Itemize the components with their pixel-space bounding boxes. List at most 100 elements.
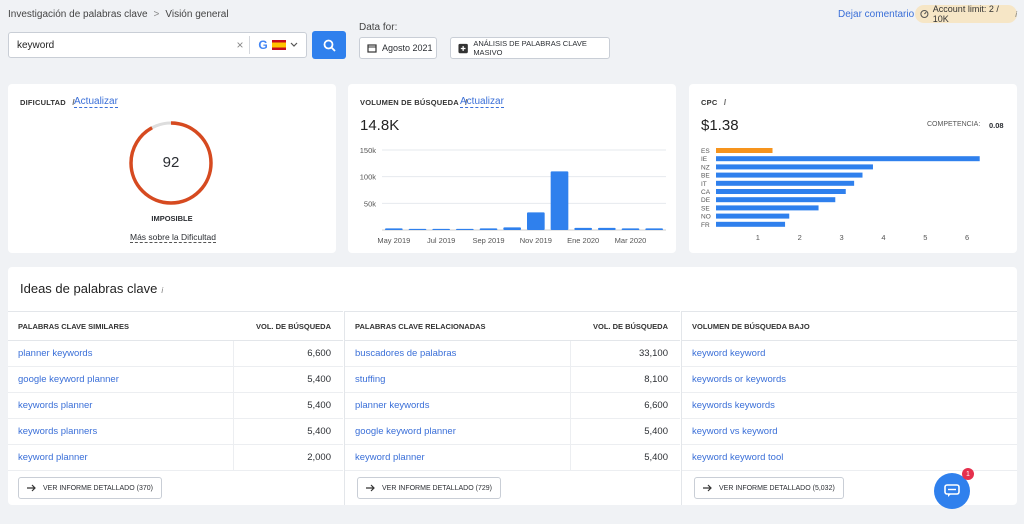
y-tick-label: 50k xyxy=(364,199,376,208)
volume-bar[interactable] xyxy=(550,171,569,230)
cpc-bar[interactable] xyxy=(716,148,773,153)
difficulty-gauge xyxy=(129,121,213,205)
related-keywords-header: PALABRAS CLAVE RELACIONADAS VOL. DE BÚSQ… xyxy=(345,311,680,341)
similar-keywords-list: planner keywords 6,600 google keyword plan… xyxy=(8,341,343,471)
similar-report-button[interactable]: VER INFORME DETALLADO (370) xyxy=(18,477,162,499)
cpc-bar[interactable] xyxy=(716,189,846,194)
search-input[interactable]: keyword xyxy=(17,39,55,51)
cpc-bar[interactable] xyxy=(716,156,980,162)
y-tick-label: 100k xyxy=(360,173,377,182)
volume-bar[interactable] xyxy=(503,227,521,230)
volume-bar[interactable] xyxy=(645,228,663,230)
related-report-label: VER INFORME DETALLADO (729) xyxy=(382,484,492,492)
cpc-bar[interactable] xyxy=(716,164,873,170)
search-volume-value: 8,100 xyxy=(570,367,680,392)
low-volume-report-button[interactable]: VER INFORME DETALLADO (5,032) xyxy=(694,477,844,499)
table-row: keyword keyword tool xyxy=(682,445,1017,471)
related-keywords-heading: PALABRAS CLAVE RELACIONADAS xyxy=(355,321,486,331)
top-bar: Investigación de palabras clave > Visión… xyxy=(0,0,1024,72)
volume-bar[interactable] xyxy=(621,228,640,230)
volume-bar[interactable] xyxy=(456,228,474,230)
difficulty-more-link[interactable]: Más sobre la Dificultad xyxy=(130,232,216,243)
keyword-link[interactable]: google keyword planner xyxy=(355,426,456,437)
table-row: google keyword planner 5,400 xyxy=(345,419,680,445)
search-volume-value: 33,100 xyxy=(570,341,680,366)
low-volume-header: VOLUMEN DE BÚSQUEDA BAJO xyxy=(682,311,1017,341)
volume-heading[interactable]: VOL. DE BÚSQUEDA xyxy=(592,321,668,331)
table-row: keyword planner 2,000 xyxy=(8,445,343,471)
database-select[interactable]: G xyxy=(250,38,306,52)
cpc-bar[interactable] xyxy=(716,213,790,219)
volume-heading[interactable]: VOL. DE BÚSQUEDA xyxy=(255,321,331,331)
volume-update-link[interactable]: Actualizar xyxy=(460,96,504,108)
bulk-analysis-label: ANÁLISIS DE PALABRAS CLAVE MASIVO xyxy=(473,39,587,57)
volume-bar[interactable] xyxy=(479,228,498,230)
volume-title-row: VOLUMEN DE BÚSQUEDA i xyxy=(360,98,467,107)
country-label: SE xyxy=(701,205,710,212)
info-icon[interactable]: i xyxy=(723,98,727,107)
info-icon[interactable]: i xyxy=(161,286,164,295)
keyword-link[interactable]: keywords planner xyxy=(18,400,93,411)
difficulty-update-link[interactable]: Actualizar xyxy=(74,96,118,108)
keyword-link[interactable]: keywords planners xyxy=(18,426,98,437)
keyword-link[interactable]: keyword vs keyword xyxy=(692,426,778,437)
keyword-link[interactable]: keyword planner xyxy=(18,452,88,463)
keyword-link[interactable]: keywords keywords xyxy=(692,400,775,411)
cpc-bar[interactable] xyxy=(716,205,819,211)
search-volume-value: 5,400 xyxy=(233,419,343,444)
similar-report-label: VER INFORME DETALLADO (370) xyxy=(43,484,153,492)
table-row: keywords planners 5,400 xyxy=(8,419,343,445)
volume-bar[interactable] xyxy=(527,212,545,230)
cpc-title: CPC xyxy=(701,98,718,107)
cpc-bar[interactable] xyxy=(716,172,863,178)
info-icon[interactable]: i xyxy=(72,98,75,107)
keyword-link[interactable]: keyword planner xyxy=(355,452,425,463)
volume-bar[interactable] xyxy=(432,228,450,230)
cpc-bar[interactable] xyxy=(716,221,786,227)
keyword-link[interactable]: planner keywords xyxy=(18,348,93,359)
volume-trend-chart: 150k 100k 50k May 2019 Jul 2019 Sep 2019 Nov 2… xyxy=(360,146,666,245)
x-tick-label: 6 xyxy=(965,233,969,242)
info-icon[interactable]: i xyxy=(1015,9,1017,19)
country-label: IE xyxy=(701,156,708,163)
date-picker-button[interactable]: Agosto 2021 xyxy=(359,37,437,59)
chat-notification-badge: 1 xyxy=(962,468,974,480)
arrow-right-icon xyxy=(27,484,36,492)
volume-bar[interactable] xyxy=(408,228,427,230)
divider xyxy=(249,36,250,54)
keyword-link[interactable]: keyword keyword tool xyxy=(692,452,784,463)
keyword-link[interactable]: stuffing xyxy=(355,374,386,385)
volume-bar[interactable] xyxy=(598,227,616,230)
related-report-button[interactable]: VER INFORME DETALLADO (729) xyxy=(357,477,501,499)
keyword-link[interactable]: keywords or keywords xyxy=(692,374,786,385)
keyword-ideas-title-text: Ideas de palabras clave xyxy=(20,281,158,296)
keyword-link[interactable]: planner keywords xyxy=(355,400,430,411)
cpc-title-row: CPC i xyxy=(701,98,726,107)
volume-bar[interactable] xyxy=(574,227,592,230)
y-tick-label: 150k xyxy=(360,146,377,155)
spain-flag-icon xyxy=(271,40,286,50)
country-label: BE xyxy=(701,173,710,180)
feedback-link[interactable]: Dejar comentario xyxy=(838,9,915,20)
keyword-link[interactable]: keyword keyword xyxy=(692,348,766,359)
x-tick-label: 1 xyxy=(756,233,760,242)
x-tick-label: Sep 2019 xyxy=(472,236,504,245)
low-volume-report-label: VER INFORME DETALLADO (5,032) xyxy=(719,484,835,492)
volume-bar[interactable] xyxy=(385,228,403,230)
x-tick-label: 2 xyxy=(798,233,802,242)
search-button[interactable] xyxy=(312,31,346,59)
similar-keywords-heading: PALABRAS CLAVE SIMILARES xyxy=(18,321,129,331)
difficulty-title: DIFICULTAD xyxy=(20,98,66,107)
keyword-link[interactable]: buscadores de palabras xyxy=(355,348,457,359)
difficulty-score: 92 xyxy=(162,154,180,171)
cpc-bar[interactable] xyxy=(716,197,836,203)
info-icon[interactable]: i xyxy=(464,98,468,107)
cpc-bar[interactable] xyxy=(716,180,855,186)
keyword-link[interactable]: google keyword planner xyxy=(18,374,119,385)
breadcrumb-item-research[interactable]: Investigación de palabras clave xyxy=(8,9,148,20)
chevron-down-icon xyxy=(290,42,298,47)
clear-icon[interactable]: × xyxy=(236,38,244,52)
country-label: DE xyxy=(701,197,711,204)
bulk-analysis-button[interactable]: ANÁLISIS DE PALABRAS CLAVE MASIVO xyxy=(450,37,610,59)
